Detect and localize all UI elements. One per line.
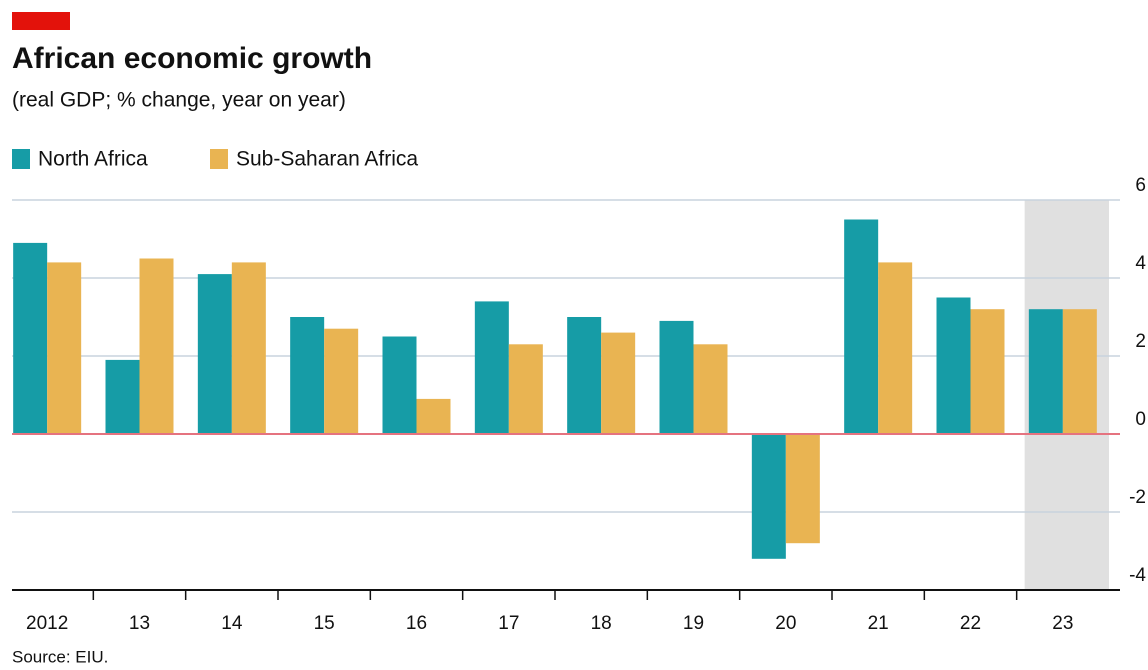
bar (231, 262, 266, 434)
legend-label: Sub-Saharan Africa (236, 148, 418, 171)
bar (693, 344, 728, 434)
x-tick-label: 16 (406, 613, 427, 634)
y-tick-label: -2 (1129, 487, 1146, 508)
brand-tag (12, 12, 70, 30)
x-tick-label: 22 (960, 613, 981, 634)
x-tick-label: 17 (498, 613, 519, 634)
legend-swatch (12, 149, 30, 169)
x-tick-label: 18 (591, 613, 612, 634)
y-tick-label: -4 (1129, 565, 1146, 586)
x-tick-label: 21 (868, 613, 889, 634)
x-tick-label: 15 (314, 613, 335, 634)
bar (474, 301, 509, 434)
bar (659, 320, 694, 434)
x-tick-label: 2012 (26, 613, 68, 634)
bar (47, 262, 82, 434)
chart-subtitle: (real GDP; % change, year on year) (12, 89, 346, 112)
legend-label: North Africa (38, 148, 148, 171)
bar (844, 219, 879, 434)
x-tick-label: 13 (129, 613, 150, 634)
chart-title: African economic growth (12, 42, 372, 75)
bar (416, 398, 451, 434)
x-tick-label: 14 (221, 613, 243, 634)
bar (290, 317, 325, 434)
y-tick-label: 2 (1135, 331, 1146, 352)
y-tick-label: 4 (1135, 253, 1146, 274)
legend-swatch (210, 149, 228, 169)
bar (751, 434, 786, 559)
bar (970, 309, 1005, 434)
source: Source: EIU. (12, 647, 108, 666)
bar (139, 258, 174, 434)
bar (13, 242, 48, 434)
bar (601, 332, 636, 434)
bar (1028, 309, 1063, 434)
bar (878, 262, 913, 434)
x-tick-label: 23 (1052, 613, 1073, 634)
x-tick-label: 19 (683, 613, 704, 634)
bar (1062, 309, 1097, 434)
bar (567, 317, 602, 434)
bar (382, 336, 417, 434)
bar (324, 328, 359, 434)
y-tick-label: 6 (1135, 175, 1146, 196)
bar (936, 297, 971, 434)
y-tick-label: 0 (1135, 409, 1146, 430)
bar (197, 274, 232, 434)
bar (105, 359, 140, 434)
bar (785, 434, 820, 544)
bar (508, 344, 543, 434)
x-tick-label: 20 (775, 613, 796, 634)
